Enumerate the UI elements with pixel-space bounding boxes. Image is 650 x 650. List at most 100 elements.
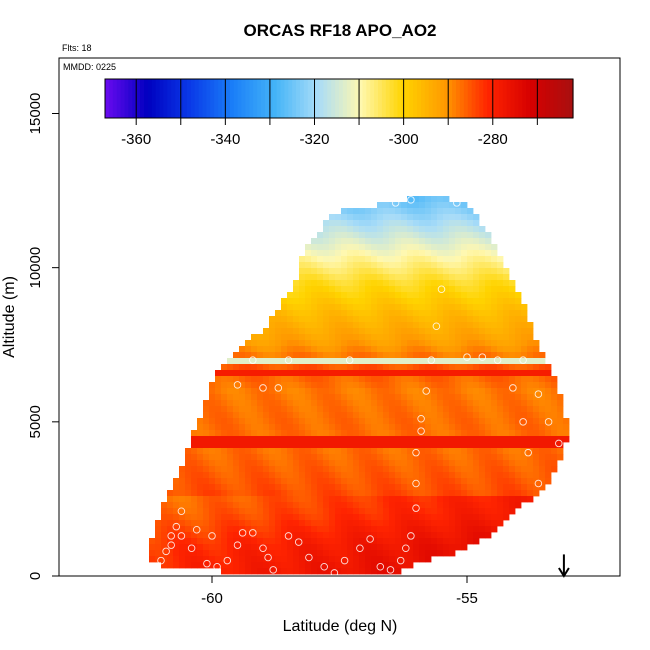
heatmap-cell xyxy=(365,388,372,395)
heatmap-cell xyxy=(401,520,408,527)
heatmap-cell xyxy=(395,448,402,455)
heatmap-cell xyxy=(437,208,444,215)
heatmap-cell xyxy=(383,256,390,263)
heatmap-cell xyxy=(317,442,324,449)
heatmap-cell xyxy=(179,562,186,569)
heatmap-cell xyxy=(167,490,174,497)
heatmap-cell xyxy=(293,568,300,575)
heatmap-cell xyxy=(455,412,462,419)
heatmap-cell xyxy=(431,442,438,449)
heatmap-cell xyxy=(365,376,372,383)
heatmap-cell xyxy=(305,502,312,509)
heatmap-cell xyxy=(311,412,318,419)
heatmap-cell xyxy=(473,406,480,413)
heatmap-cell xyxy=(257,406,264,413)
heatmap-cell xyxy=(353,250,360,257)
heatmap-cell xyxy=(341,334,348,341)
heatmap-cell xyxy=(431,304,438,311)
heatmap-cell xyxy=(401,502,408,509)
heatmap-cell xyxy=(401,556,408,563)
heatmap-cell xyxy=(467,262,474,269)
heatmap-cell xyxy=(347,532,354,539)
heatmap-cell xyxy=(425,292,432,299)
heatmap-cell xyxy=(371,532,378,539)
heatmap-cell xyxy=(311,436,318,443)
heatmap-cell xyxy=(359,448,366,455)
heatmap-cell xyxy=(431,256,438,263)
heatmap-cell xyxy=(473,538,480,545)
heatmap-cell xyxy=(287,538,294,545)
heatmap-cell xyxy=(377,424,384,431)
heatmap-cell xyxy=(491,292,498,299)
heatmap-cell xyxy=(353,340,360,347)
heatmap-cell xyxy=(455,538,462,545)
y-tick-label: 10000 xyxy=(27,247,44,289)
colorbar-segment xyxy=(307,79,313,118)
heatmap-cell xyxy=(377,340,384,347)
heatmap-cell xyxy=(359,214,366,221)
x-tick-label: -55 xyxy=(456,590,478,607)
heatmap-cell xyxy=(317,514,324,521)
heatmap-cell xyxy=(239,364,246,371)
colorbar-segment xyxy=(502,79,508,118)
heatmap-cell xyxy=(317,352,324,359)
heatmap-cell xyxy=(545,478,552,485)
heatmap-cell xyxy=(443,442,450,449)
heatmap-cell xyxy=(431,490,438,497)
heatmap-cell xyxy=(413,196,420,203)
heatmap-cell xyxy=(335,418,342,425)
heatmap-cell xyxy=(353,544,360,551)
heatmap-cell xyxy=(467,280,474,287)
heatmap-cell xyxy=(473,376,480,383)
heatmap-cell xyxy=(353,520,360,527)
heatmap-cell xyxy=(377,274,384,281)
heatmap-cell xyxy=(209,520,216,527)
heatmap-cell xyxy=(329,472,336,479)
heatmap-cell xyxy=(383,310,390,317)
heatmap-cell xyxy=(461,514,468,521)
heatmap-cell xyxy=(425,256,432,263)
observation-point xyxy=(412,504,420,512)
heatmap-cell xyxy=(407,400,414,407)
heatmap-cell xyxy=(437,436,444,443)
heatmap-cell xyxy=(509,322,516,329)
heatmap-cell xyxy=(371,238,378,245)
heatmap-cell xyxy=(473,262,480,269)
heatmap-cell xyxy=(527,436,534,443)
heatmap-cell xyxy=(437,424,444,431)
heatmap-cell xyxy=(431,238,438,245)
heatmap-cell xyxy=(167,556,174,563)
heatmap-cell xyxy=(203,400,210,407)
heatmap-cell xyxy=(323,226,330,233)
heatmap-cell xyxy=(443,484,450,491)
heatmap-cell xyxy=(299,322,306,329)
heatmap-cell xyxy=(359,472,366,479)
heatmap-cell xyxy=(545,412,552,419)
heatmap-cell xyxy=(233,508,240,515)
heatmap-cell xyxy=(389,508,396,515)
heatmap-cell xyxy=(347,508,354,515)
observation-point xyxy=(233,541,242,549)
heatmap-cell xyxy=(437,328,444,335)
heatmap-cell xyxy=(311,238,318,245)
heatmap-cell xyxy=(551,454,558,461)
heatmap-cell xyxy=(431,268,438,275)
heatmap-cell xyxy=(353,532,360,539)
heatmap-cell xyxy=(509,430,516,437)
heatmap-cell xyxy=(215,442,222,449)
heatmap-cell xyxy=(437,250,444,257)
heatmap-cell xyxy=(413,454,420,461)
heatmap-cell xyxy=(521,370,528,377)
heatmap-cell xyxy=(323,340,330,347)
colorbar-segment xyxy=(151,79,157,118)
heatmap-cell xyxy=(275,382,282,389)
colorbar-segment xyxy=(144,79,149,118)
heatmap-cell xyxy=(449,208,456,215)
heatmap-cell xyxy=(521,346,528,353)
heatmap-cell xyxy=(503,424,510,431)
heatmap-cell xyxy=(227,490,234,497)
heatmap-cell xyxy=(473,484,480,491)
heatmap-cell xyxy=(347,364,354,371)
heatmap-cell xyxy=(269,328,276,335)
heatmap-cell xyxy=(245,364,252,371)
